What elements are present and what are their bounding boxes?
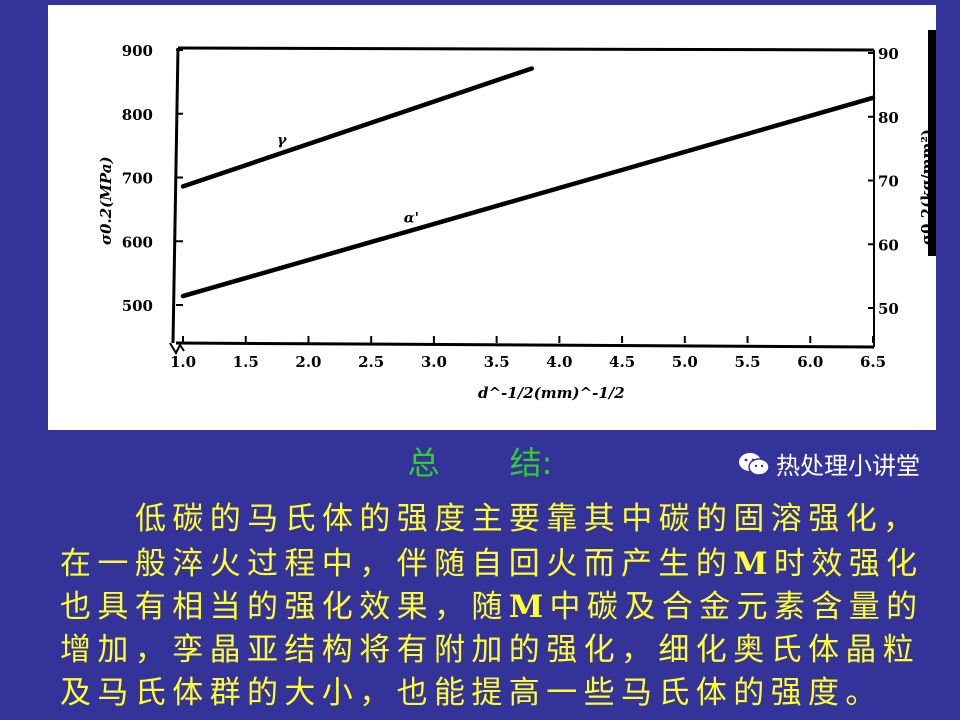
x-tick-label: 1.0 xyxy=(170,353,196,371)
body-line-2: 在一般淬火过程中，伴随自回火而产生的M时效强化 xyxy=(60,546,924,582)
x-tick-label: 5.5 xyxy=(734,353,760,371)
figure-panel: 1.0 1.5 2.0 2.5 3.0 3.5 4.0 4.5 5.0 5.5 6.0 6.5 500 6… xyxy=(48,5,936,430)
x-tick-label: 2.5 xyxy=(358,353,384,371)
y-tick-label: 700 xyxy=(122,170,153,188)
summary-title: 总 结: xyxy=(0,438,960,484)
x-tick-label: 5.0 xyxy=(672,353,698,371)
axis-break-mark xyxy=(169,342,185,356)
series-label-2: α' xyxy=(404,211,419,227)
x-tick-label: 6.0 xyxy=(797,353,823,371)
summary-title-b: 结: xyxy=(509,444,553,482)
x-tick-label: 3.0 xyxy=(421,353,447,371)
x-tick-label: 1.5 xyxy=(233,353,259,371)
right-y-tick-label: 70 xyxy=(878,173,899,191)
strength-grain-size-chart: 1.0 1.5 2.0 2.5 3.0 3.5 4.0 4.5 5.0 5.5 6.0 6.5 500 6… xyxy=(97,42,936,402)
y-tick-label: 500 xyxy=(122,297,153,315)
series-line-1 xyxy=(180,66,535,189)
wechat-icon xyxy=(739,452,770,476)
body-line-5: 及马氏体群的大小，也能提高一些马氏体的强度。 xyxy=(60,675,883,711)
right-y-tick-label: 90 xyxy=(878,45,899,63)
x-tick-label: 2.0 xyxy=(295,353,321,371)
body-line-1: 低碳的马氏体的强度主要靠其中碳的固溶强化， xyxy=(135,501,921,537)
right-y-tick-label: 50 xyxy=(878,300,899,318)
x-axis-label: d^-1/2(mm)^-1/2 xyxy=(478,384,625,402)
right-y-tick-label: 80 xyxy=(878,109,899,127)
series-line-2 xyxy=(180,95,876,299)
left-y-axis xyxy=(171,47,180,344)
x-tick-label: 6.5 xyxy=(860,353,886,371)
series-label-1: γ xyxy=(277,133,287,149)
y-tick-label: 900 xyxy=(122,42,153,60)
figure-edge-bar xyxy=(928,30,936,256)
y-tick-label: 600 xyxy=(122,233,153,251)
top-frame xyxy=(177,46,875,52)
x-tick-label: 4.0 xyxy=(546,353,572,371)
summary-title-a: 总 xyxy=(407,444,440,482)
right-y-tick-label: 60 xyxy=(878,236,899,254)
y-tick-label: 800 xyxy=(122,106,153,124)
watermark-text: 热处理小讲堂 xyxy=(776,452,920,480)
body-line-4: 增加，孪晶亚结构将有附加的强化，细化奥氏体晶粒 xyxy=(60,632,921,668)
x-axis xyxy=(175,341,875,349)
body-line-3: 也具有相当的强化效果，随M中碳及合金元素含量的 xyxy=(60,589,924,625)
watermark: 热处理小讲堂 xyxy=(738,446,920,481)
x-tick-label: 4.5 xyxy=(609,353,635,371)
x-tick-label: 3.5 xyxy=(484,353,510,371)
y-axis-label: σ0.2(MPa) xyxy=(97,156,115,245)
